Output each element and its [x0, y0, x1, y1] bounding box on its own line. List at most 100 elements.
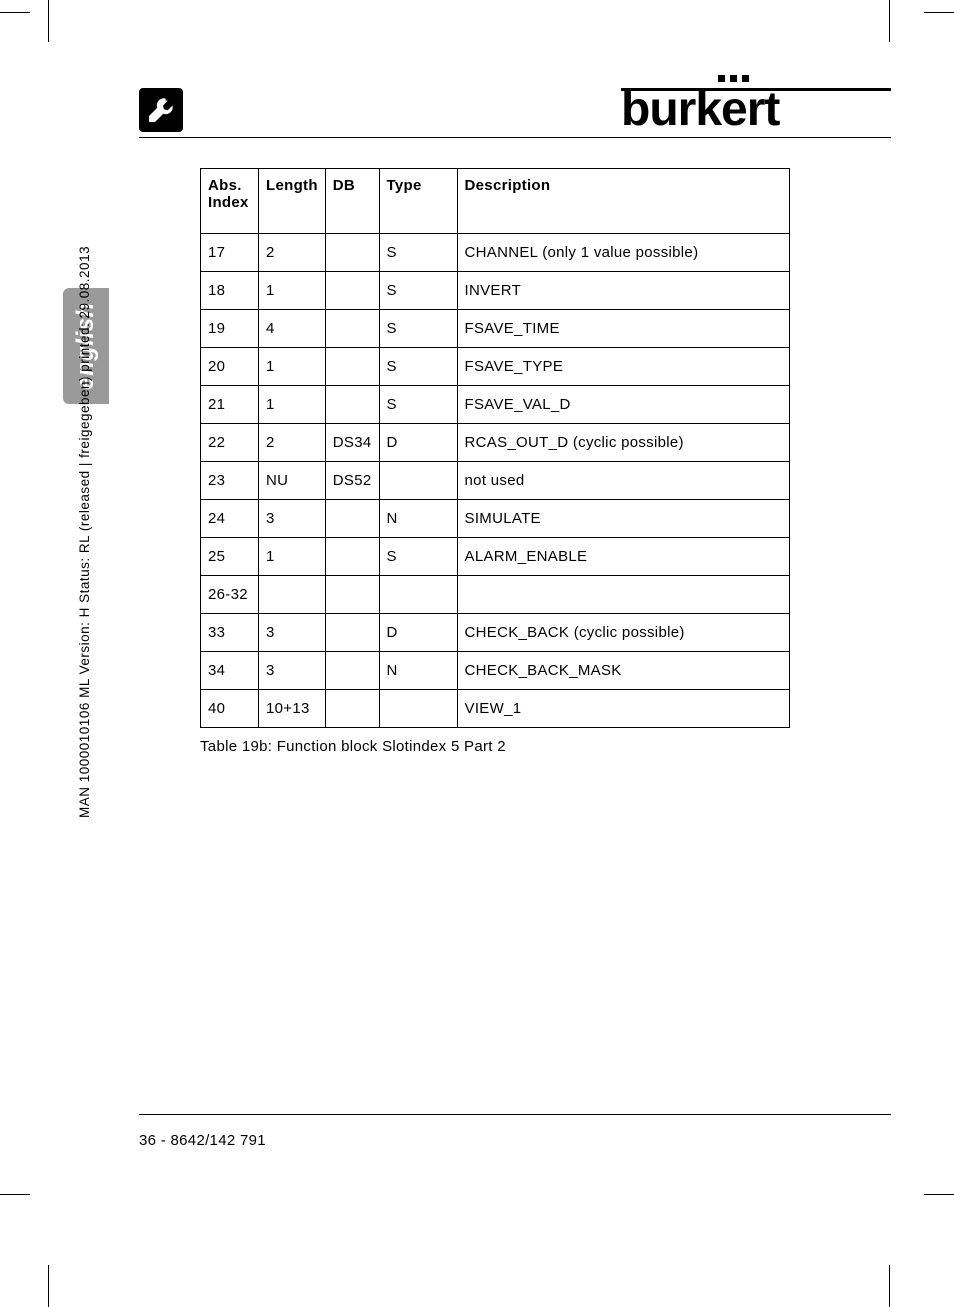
table-row: 4010+13 VIEW_1	[201, 690, 790, 728]
table-cell-desc: VIEW_1	[457, 690, 789, 728]
table-row: 211 SFSAVE_VAL_D	[201, 386, 790, 424]
table-cell-len: 3	[259, 614, 326, 652]
table-cell-type: D	[379, 614, 457, 652]
crop-mark	[0, 1194, 30, 1195]
brand-name: burkert	[621, 86, 891, 134]
table-cell-len	[259, 576, 326, 614]
wrench-icon	[139, 88, 183, 132]
crop-mark	[889, 1265, 890, 1307]
table-cell-db: DS52	[325, 462, 379, 500]
table-row: 23NUDS52 not used	[201, 462, 790, 500]
table-cell-abs: 18	[201, 272, 259, 310]
table-row: 243 NSIMULATE	[201, 500, 790, 538]
table-cell-desc: FSAVE_TIME	[457, 310, 789, 348]
table-cell-desc: ALARM_ENABLE	[457, 538, 789, 576]
table-cell-len: 1	[259, 348, 326, 386]
parameter-table: Abs.Index Length DB Type Description 172…	[200, 168, 790, 728]
table-row: 333 DCHECK_BACK (cyclic possible)	[201, 614, 790, 652]
crop-mark	[48, 0, 49, 42]
table-row: 181 SINVERT	[201, 272, 790, 310]
table-cell-desc: CHANNEL (only 1 value possible)	[457, 234, 789, 272]
col-header-abs-index: Abs.Index	[201, 169, 259, 234]
table-cell-db	[325, 538, 379, 576]
table-cell-abs: 34	[201, 652, 259, 690]
table-row: 343NCHECK_BACK_MASK	[201, 652, 790, 690]
table-row: 251SALARM_ENABLE	[201, 538, 790, 576]
table-row: 201 SFSAVE_TYPE	[201, 348, 790, 386]
brand-logo: burkert	[621, 70, 891, 132]
table-cell-len: 3	[259, 500, 326, 538]
table-cell-db	[325, 310, 379, 348]
table-cell-len: 1	[259, 538, 326, 576]
table-caption: Table 19b: Function block Slotindex 5 Pa…	[200, 738, 790, 755]
table-cell-abs: 26-32	[201, 576, 259, 614]
col-header-length: Length	[259, 169, 326, 234]
table-header-row: Abs.Index Length DB Type Description	[201, 169, 790, 234]
table-cell-len: 4	[259, 310, 326, 348]
col-header-type: Type	[379, 169, 457, 234]
table-cell-len: 2	[259, 234, 326, 272]
table-cell-desc: CHECK_BACK_MASK	[457, 652, 789, 690]
table-cell-type: S	[379, 310, 457, 348]
document-version-string: MAN 1000010106 ML Version: H Status: RL …	[77, 246, 92, 818]
table-cell-db	[325, 690, 379, 728]
table-cell-type: S	[379, 348, 457, 386]
table-cell-desc: FSAVE_TYPE	[457, 348, 789, 386]
crop-mark	[924, 12, 954, 13]
table-cell-abs: 22	[201, 424, 259, 462]
table-cell-abs: 40	[201, 690, 259, 728]
table-cell-db	[325, 386, 379, 424]
logo-dots	[718, 75, 749, 82]
footer-page-number: 36 - 8642/142 791	[139, 1132, 266, 1149]
table-cell-len: 2	[259, 424, 326, 462]
table-cell-len: 1	[259, 272, 326, 310]
table-row: 172 SCHANNEL (only 1 value possible)	[201, 234, 790, 272]
footer-rule	[139, 1114, 891, 1115]
table-cell-abs: 20	[201, 348, 259, 386]
table-cell-type: N	[379, 500, 457, 538]
main-content: Abs.Index Length DB Type Description 172…	[200, 168, 790, 755]
table-cell-db	[325, 272, 379, 310]
table-cell-len: NU	[259, 462, 326, 500]
crop-mark	[889, 0, 890, 42]
table-cell-db	[325, 500, 379, 538]
table-cell-db: DS34	[325, 424, 379, 462]
table-cell-abs: 21	[201, 386, 259, 424]
table-cell-abs: 23	[201, 462, 259, 500]
table-cell-desc: CHECK_BACK (cyclic possible)	[457, 614, 789, 652]
table-row: 194 SFSAVE_TIME	[201, 310, 790, 348]
table-cell-db	[325, 652, 379, 690]
table-cell-abs: 25	[201, 538, 259, 576]
table-cell-db	[325, 348, 379, 386]
table-row: 26-32	[201, 576, 790, 614]
table-cell-db	[325, 614, 379, 652]
crop-mark	[924, 1194, 954, 1195]
table-cell-abs: 24	[201, 500, 259, 538]
table-cell-abs: 17	[201, 234, 259, 272]
table-cell-type	[379, 690, 457, 728]
table-row: 222DS34DRCAS_OUT_D (cyclic possible)	[201, 424, 790, 462]
table-cell-type: S	[379, 272, 457, 310]
table-cell-desc: not used	[457, 462, 789, 500]
col-header-description: Description	[457, 169, 789, 234]
table-cell-desc: SIMULATE	[457, 500, 789, 538]
table-cell-desc	[457, 576, 789, 614]
table-cell-desc: INVERT	[457, 272, 789, 310]
table-cell-type	[379, 462, 457, 500]
wrench-icon-svg	[145, 94, 177, 126]
table-cell-type: S	[379, 234, 457, 272]
crop-mark	[0, 12, 30, 13]
table-cell-desc: RCAS_OUT_D (cyclic possible)	[457, 424, 789, 462]
table-cell-desc: FSAVE_VAL_D	[457, 386, 789, 424]
table-cell-type: S	[379, 386, 457, 424]
table-cell-len: 10+13	[259, 690, 326, 728]
table-cell-abs: 19	[201, 310, 259, 348]
crop-mark	[48, 1265, 49, 1307]
table-cell-abs: 33	[201, 614, 259, 652]
left-sidebar: english MAN 1000010106 ML Version: H Sta…	[63, 178, 103, 818]
table-cell-type: D	[379, 424, 457, 462]
table-cell-db	[325, 576, 379, 614]
table-cell-len: 1	[259, 386, 326, 424]
page-header: burkert	[139, 70, 891, 138]
table-cell-type	[379, 576, 457, 614]
